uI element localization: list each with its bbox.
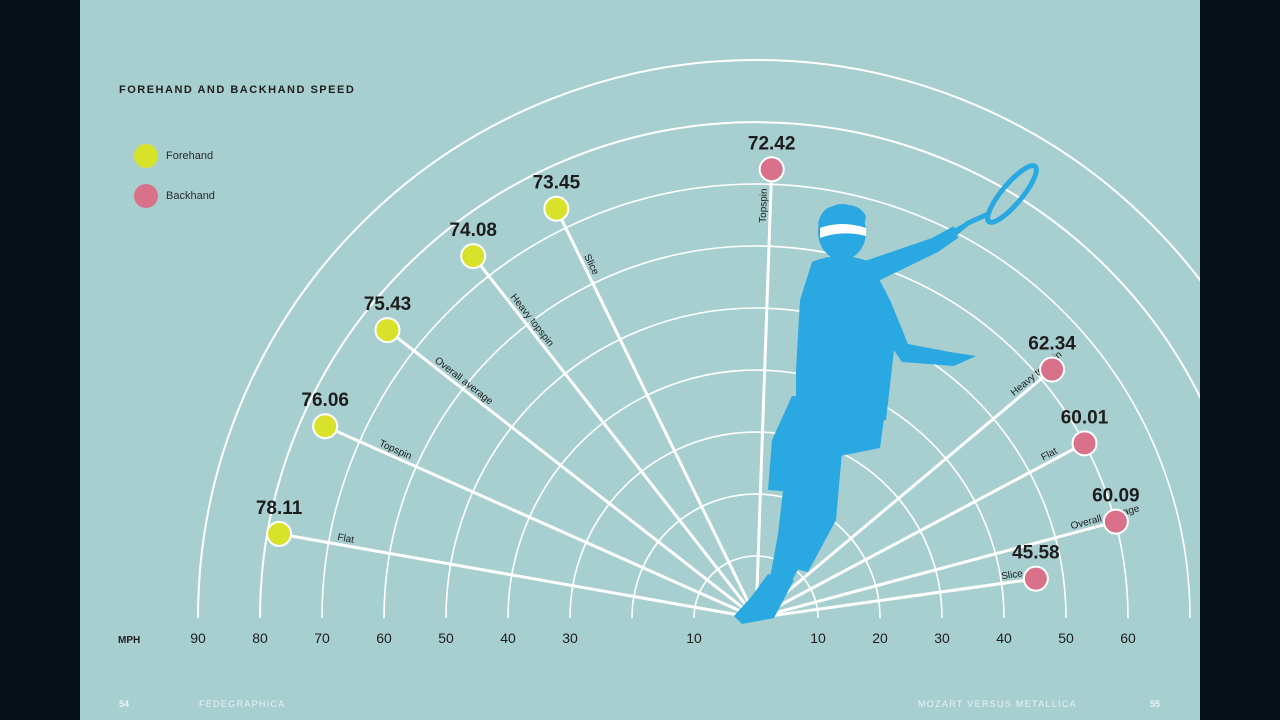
tennis-player-silhouette-icon (734, 163, 1039, 624)
axis-tick-label: 10 (686, 630, 702, 646)
backhand-ball (1102, 508, 1129, 535)
backhand-value-label: 60.09 (1092, 486, 1140, 507)
backhand-spoke-label: Flat (1039, 446, 1059, 464)
speed-ring (631, 493, 881, 619)
axis-tick-label: 70 (314, 630, 330, 646)
backhand-value-label: 45.58 (1012, 543, 1060, 564)
axis-tick-label: 50 (438, 630, 454, 646)
axis-tick-label: 20 (872, 630, 888, 646)
forehand-ball (460, 243, 487, 270)
chart-title: FOREHAND AND BACKHAND SPEED (119, 84, 356, 96)
forehand-value-label: 73.45 (533, 173, 581, 194)
axis-tick-label: 50 (1058, 630, 1074, 646)
forehand-spoke (278, 532, 757, 620)
backhand-value-label: 72.42 (748, 133, 796, 154)
forehand-spoke (324, 424, 757, 620)
forehand-ball (543, 195, 570, 222)
axis-tick-label: 40 (996, 630, 1012, 646)
backhand-spoke (754, 169, 774, 619)
speed-ring (321, 183, 1191, 619)
axis-unit-label: MPH (118, 635, 140, 646)
backhand-ball (1039, 356, 1066, 383)
backhand-ball (758, 156, 785, 183)
axis-tick-label: 90 (190, 630, 206, 646)
speed-ring (259, 121, 1200, 619)
forehand-spoke-label: Flat (336, 532, 355, 546)
speed-ring (445, 307, 1067, 619)
forehand-ball (312, 413, 339, 440)
page-number-right: 55 (1150, 699, 1161, 709)
forehand-ball (266, 520, 293, 547)
axis-tick-label: 60 (1120, 630, 1136, 646)
legend-item-forehand: Forehand (134, 144, 213, 168)
axis-tick-label: 10 (810, 630, 826, 646)
forehand-spoke (386, 328, 757, 620)
speed-ring (197, 59, 1200, 619)
legend-label: Forehand (166, 150, 214, 162)
backhand-spoke (755, 442, 1086, 620)
axis-tick-label: 80 (252, 630, 268, 646)
backhand-value-label: 62.34 (1028, 334, 1076, 355)
forehand-spoke (555, 208, 758, 619)
backhand-ball-icon (134, 184, 158, 208)
forehand-value-label: 78.11 (256, 498, 303, 519)
axis-tick-label: 30 (562, 630, 578, 646)
backhand-spoke-label: Slice (1001, 568, 1024, 582)
axis-tick-label: 40 (500, 630, 516, 646)
forehand-value-label: 75.43 (364, 294, 412, 315)
forehand-value-label: 74.08 (449, 220, 497, 241)
backhand-spoke-label: Topspin (758, 188, 770, 223)
axis-tick-label: 30 (934, 630, 950, 646)
forehand-value-label: 76.06 (301, 390, 349, 411)
infographic-panel: MPH 90 80 70 60 50 40 30 10 10 20 30 40 50 60 Flat Tops… (80, 0, 1200, 720)
legend-label: Backhand (166, 190, 215, 202)
forehand-ball (374, 317, 401, 344)
backhand-ball (1022, 565, 1049, 592)
forehand-ball-icon (134, 144, 158, 168)
radial-speed-chart: MPH 90 80 70 60 50 40 30 10 10 20 30 40 50 60 Flat Tops… (118, 59, 1200, 646)
backhand-spoke (755, 520, 1117, 620)
forehand-spoke-label: Heavy topspin (508, 292, 556, 349)
speed-ring (693, 555, 819, 619)
axis-tick-label: 60 (376, 630, 392, 646)
forehand-spoke (472, 255, 758, 619)
backhand-ball (1071, 430, 1098, 457)
footer-title-right: MOZART VERSUS METALLICA (918, 699, 1077, 709)
legend-item-backhand: Backhand (134, 184, 215, 208)
page-number-left: 54 (119, 699, 130, 709)
backhand-spoke (755, 577, 1037, 620)
backhand-spoke (755, 368, 1054, 620)
backhand-value-label: 60.01 (1061, 407, 1109, 428)
footer-title-left: FEDEGRAPHICA (199, 699, 286, 709)
